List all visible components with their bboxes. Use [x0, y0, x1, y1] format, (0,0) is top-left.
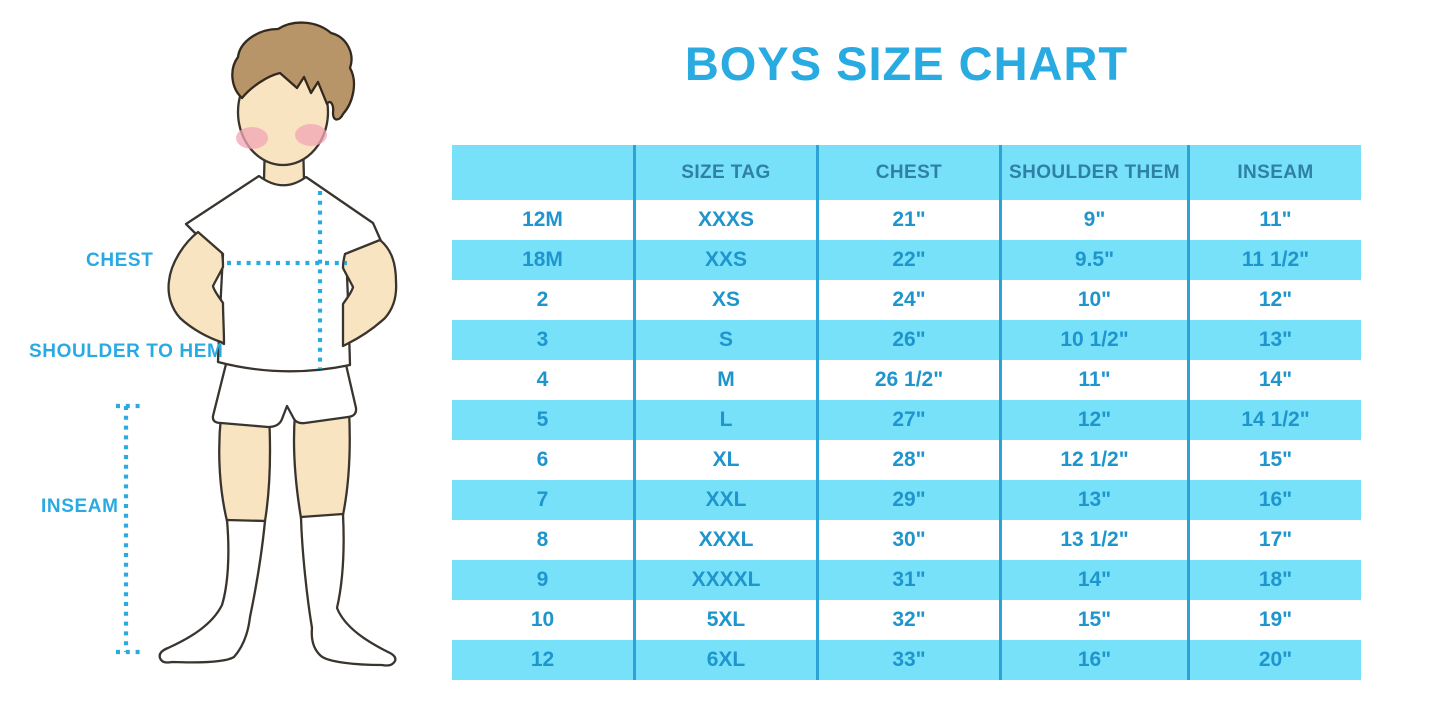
inseam-measure-line [116, 403, 140, 655]
table-cell: XXXL [633, 520, 816, 560]
left-leg [218, 412, 272, 523]
table-cell: 33" [816, 640, 999, 680]
table-cell: 15" [999, 600, 1187, 640]
table-cell: 12 1/2" [999, 440, 1187, 480]
boy-measurement-illustration [116, 21, 398, 667]
table-row: 7 XXL 29" 13" 16" [452, 480, 1361, 520]
table-cell: 12" [999, 400, 1187, 440]
table-cell: 5XL [633, 600, 816, 640]
table-cell: S [633, 320, 816, 360]
table-cell: 12" [1187, 280, 1361, 320]
table-cell: 11" [999, 360, 1187, 400]
table-cell: 5 [452, 400, 633, 440]
table-cell: 26 1/2" [816, 360, 999, 400]
table-cell: 12M [452, 200, 633, 240]
shorts [211, 354, 358, 429]
table-cell: 4 [452, 360, 633, 400]
table-cell: 11" [1187, 200, 1361, 240]
table-cell: XXL [633, 480, 816, 520]
table-cell: 11 1/2" [1187, 240, 1361, 280]
table-cell: 27" [816, 400, 999, 440]
table-row: 10 5XL 32" 15" 19" [452, 600, 1361, 640]
hair [231, 21, 356, 121]
table-cell: 6XL [633, 640, 816, 680]
header-cell-shoulder-them: SHOULDER THEM [999, 145, 1187, 200]
table-row: 8 XXXL 30" 13 1/2" 17" [452, 520, 1361, 560]
table-cell: 9.5" [999, 240, 1187, 280]
shoulder-to-hem-label: SHOULDER TO HEM [29, 341, 224, 362]
right-arm [341, 238, 398, 348]
table-cell: 13" [1187, 320, 1361, 360]
table-cell: 18M [452, 240, 633, 280]
right-leg [292, 408, 351, 520]
chest-label: CHEST [86, 250, 154, 271]
table-cell: 9" [999, 200, 1187, 240]
table-row: 4 M 26 1/2" 11" 14" [452, 360, 1361, 400]
table-cell: 22" [816, 240, 999, 280]
table-header-row: SIZE TAG CHEST SHOULDER THEM INSEAM [452, 145, 1361, 200]
table-cell: 29" [816, 480, 999, 520]
table-body: 12M XXXS 21" 9" 11" 18M XXS 22" 9.5" 11 1/2" 2 XS 24… [452, 200, 1361, 680]
table-cell: 6 [452, 440, 633, 480]
table-cell: 24" [816, 280, 999, 320]
table-cell: 30" [816, 520, 999, 560]
table-cell: 14 1/2" [1187, 400, 1361, 440]
table-cell: XL [633, 440, 816, 480]
table-row: 6 XL 28" 12 1/2" 15" [452, 440, 1361, 480]
table-cell: 21" [816, 200, 999, 240]
table-cell: 18" [1187, 560, 1361, 600]
table-cell: M [633, 360, 816, 400]
table-row: 9 XXXXL 31" 14" 18" [452, 560, 1361, 600]
header-cell-blank [452, 145, 633, 200]
table-cell: 13" [999, 480, 1187, 520]
table-cell: 2 [452, 280, 633, 320]
table-cell: 13 1/2" [999, 520, 1187, 560]
table-cell: 9 [452, 560, 633, 600]
table-cell: 14" [999, 560, 1187, 600]
table-row: 12 6XL 33" 16" 20" [452, 640, 1361, 680]
inseam-label: INSEAM [41, 496, 119, 517]
table-cell: XS [633, 280, 816, 320]
table-cell: 3 [452, 320, 633, 360]
left-arm [167, 230, 226, 346]
page-title: BOYS SIZE CHART [684, 37, 1129, 90]
header-cell-chest: CHEST [816, 145, 999, 200]
table-cell: 32" [816, 600, 999, 640]
table-cell: 8 [452, 520, 633, 560]
table-row: 3 S 26" 10 1/2" 13" [452, 320, 1361, 360]
table-cell: L [633, 400, 816, 440]
table-cell: 10" [999, 280, 1187, 320]
table-cell: 7 [452, 480, 633, 520]
table-cell: 28" [816, 440, 999, 480]
table-row: 5 L 27" 12" 14 1/2" [452, 400, 1361, 440]
table-cell: 12 [452, 640, 633, 680]
table-cell: 10 [452, 600, 633, 640]
table-row: 12M XXXS 21" 9" 11" [452, 200, 1361, 240]
table-cell: 31" [816, 560, 999, 600]
table-row: 2 XS 24" 10" 12" [452, 280, 1361, 320]
blush-cheeks [236, 124, 327, 149]
table-cell: 14" [1187, 360, 1361, 400]
table-cell: 19" [1187, 600, 1361, 640]
table-cell: XXXXL [633, 560, 816, 600]
left-sock [158, 518, 267, 664]
table-cell: 10 1/2" [999, 320, 1187, 360]
table-cell: XXS [633, 240, 816, 280]
table-cell: 20" [1187, 640, 1361, 680]
size-table: SIZE TAG CHEST SHOULDER THEM INSEAM 12M XXXS… [452, 145, 1361, 680]
table-cell: 17" [1187, 520, 1361, 560]
table-cell: 16" [1187, 480, 1361, 520]
table-cell: 26" [816, 320, 999, 360]
table-row: 18M XXS 22" 9.5" 11 1/2" [452, 240, 1361, 280]
right-sock [299, 512, 397, 667]
header-cell-inseam: INSEAM [1187, 145, 1361, 200]
header-cell-size-tag: SIZE TAG [633, 145, 816, 200]
table-cell: XXXS [633, 200, 816, 240]
table-cell: 16" [999, 640, 1187, 680]
table-cell: 15" [1187, 440, 1361, 480]
